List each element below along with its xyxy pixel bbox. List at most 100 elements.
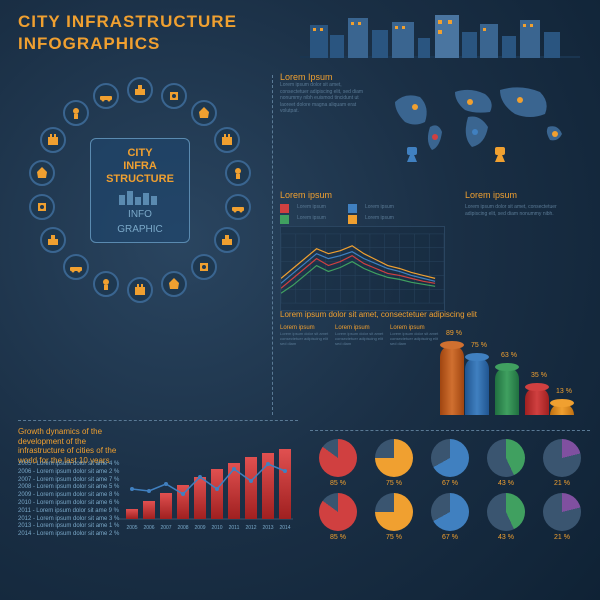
cylinder-bar: [550, 403, 574, 415]
center-skyline-icon: [115, 189, 165, 205]
cylinder-bar: [525, 387, 549, 415]
ring-icon-8: [161, 271, 187, 297]
pie-chart: [487, 493, 525, 531]
vertical-divider: [272, 75, 273, 415]
pie-chart: [431, 439, 469, 477]
year-row: 2006 - Lorem ipsum dolor sit ame 2 %: [18, 469, 119, 477]
ring-icon-6: [214, 227, 240, 253]
year-row: 2012 - Lorem ipsum dolor sit ame 3 %: [18, 516, 119, 524]
center-line1: CITY: [99, 147, 181, 160]
right-col-title: Lorem ipsum: [465, 190, 575, 200]
cyl-block-text: Lorem ipsum dolor sit amet consectetuer …: [280, 331, 335, 347]
center-info-box: CITY INFRA STRUCTURE INFO GRAPHIC: [90, 138, 190, 243]
ring-icon-1: [161, 83, 187, 109]
pie-chart: [543, 439, 581, 477]
year-row: 2014 - Lorem ipsum dolor sit ame 2 %: [18, 531, 119, 539]
main-title-line1: CITY INFRASTRUCTURE: [18, 12, 237, 32]
year-row: 2011 - Lorem ipsum dolor sit ame 9 %: [18, 508, 119, 516]
bar-chart: 2005200620072008200920102011201220132014: [118, 449, 293, 531]
ring-icon-10: [93, 271, 119, 297]
cylinder-bar: [465, 357, 489, 415]
cylinder-section: Lorem ipsum dolor sit amet, consectetuer…: [280, 310, 590, 415]
ring-icon-9: [127, 277, 153, 303]
world-map-icon: [380, 72, 580, 172]
center-line2: INFRA: [99, 160, 181, 173]
year-row: 2010 - Lorem ipsum dolor sit ame 6 %: [18, 500, 119, 508]
growth-section: Growth dynamics of the development of th…: [18, 420, 298, 530]
skyline-graphic: [300, 10, 580, 60]
pie-pct-label: 21 %: [543, 480, 581, 487]
pie-pct-label: 85 %: [319, 480, 357, 487]
pie-pct-label: 85 %: [319, 534, 357, 541]
pie-pct-label: 67 %: [431, 534, 469, 541]
ring-icon-4: [225, 160, 251, 186]
line-chart-section: Lorem ipsum Lorem ipsumLorem ipsumLorem …: [280, 190, 580, 300]
center-line3: STRUCTURE: [99, 173, 181, 186]
pie-row-2: 85 %75 %67 %43 %21 %: [310, 493, 590, 531]
legend-swatch: [280, 204, 289, 213]
ring-icon-0: [127, 77, 153, 103]
pie-pct-label: 21 %: [543, 534, 581, 541]
svg-text:2008: 2008: [177, 525, 188, 531]
cylinder-bar: [495, 367, 519, 415]
ring-icon-2: [191, 100, 217, 126]
pie-pct-label: 43 %: [487, 480, 525, 487]
line-chart-legend: Lorem ipsum Lorem ipsum Lorem ipsum Lorem i…: [280, 204, 455, 224]
legend-label: Lorem ipsum: [297, 204, 342, 213]
legend-swatch: [348, 204, 357, 213]
ring-icon-3: [214, 127, 240, 153]
ring-icon-13: [29, 194, 55, 220]
pie-pct-label: 75 %: [375, 534, 413, 541]
map-section: Lorem Ipsum Lorem ipsum dolor sit amet, …: [280, 72, 580, 177]
ring-icon-15: [40, 127, 66, 153]
svg-text:2012: 2012: [245, 525, 256, 531]
cylinder-pct-label: 89 %: [440, 330, 468, 337]
year-row: 2009 - Lorem ipsum dolor sit ame 8 %: [18, 492, 119, 500]
center-line5: GRAPHIC: [99, 224, 181, 235]
year-row: 2007 - Lorem ipsum dolor sit ame 7 %: [18, 477, 119, 485]
cylinder-bar: [440, 345, 464, 415]
line-chart: [280, 226, 445, 311]
pie-chart: [375, 439, 413, 477]
center-line4: INFO: [99, 209, 181, 220]
pie-pct-label: 75 %: [375, 480, 413, 487]
ring-icon-5: [225, 194, 251, 220]
year-row: 2013 - Lorem ipsum dolor sit ame 1 %: [18, 523, 119, 531]
ring-icon-7: [191, 254, 217, 280]
legend-label: Lorem ipsum: [365, 215, 410, 224]
ring-icon-17: [93, 83, 119, 109]
pie-section: 85 %75 %67 %43 %21 % 85 %75 %67 %43 %21 …: [310, 430, 590, 545]
main-title-line2: INFOGRAPHICS: [18, 34, 160, 54]
legend-swatch: [280, 215, 289, 224]
ring-icon-12: [40, 227, 66, 253]
pie-pct-label: 67 %: [431, 480, 469, 487]
right-col-text: Lorem ipsum dolor sit amet, consectetuer…: [465, 204, 575, 217]
cyl-block-text: Lorem ipsum dolor sit amet consectetuer …: [390, 331, 445, 347]
pie-chart: [319, 493, 357, 531]
line-chart-title: Lorem ipsum: [280, 190, 455, 200]
pie-chart: [487, 439, 525, 477]
legend-label: Lorem ipsum: [297, 215, 342, 224]
legend-label: Lorem ipsum: [365, 204, 410, 213]
pie-chart: [375, 493, 413, 531]
pie-pct-label: 43 %: [487, 534, 525, 541]
map-text: Lorem ipsum dolor sit amet, consectetuer…: [280, 82, 365, 115]
cylinder-pct-label: 63 %: [495, 352, 523, 359]
svg-text:2007: 2007: [160, 525, 171, 531]
cylinder-pct-label: 13 %: [550, 388, 578, 395]
ring-icon-14: [29, 160, 55, 186]
ring-icon-11: [63, 254, 89, 280]
svg-text:2013: 2013: [262, 525, 273, 531]
svg-text:2009: 2009: [194, 525, 205, 531]
cylinder-pct-label: 35 %: [525, 372, 553, 379]
year-row: 2008 - Lorem ipsum dolor sit ame 5 %: [18, 484, 119, 492]
pie-chart: [431, 493, 469, 531]
legend-swatch: [348, 215, 357, 224]
svg-text:2011: 2011: [229, 525, 240, 531]
pie-chart: [543, 493, 581, 531]
cyl-block-text: Lorem ipsum dolor sit amet consectetuer …: [335, 331, 390, 347]
ring-icon-16: [63, 100, 89, 126]
growth-title: Growth dynamics of the development of th…: [18, 427, 118, 465]
pie-chart: [319, 439, 357, 477]
cylinder-pct-label: 75 %: [465, 342, 493, 349]
